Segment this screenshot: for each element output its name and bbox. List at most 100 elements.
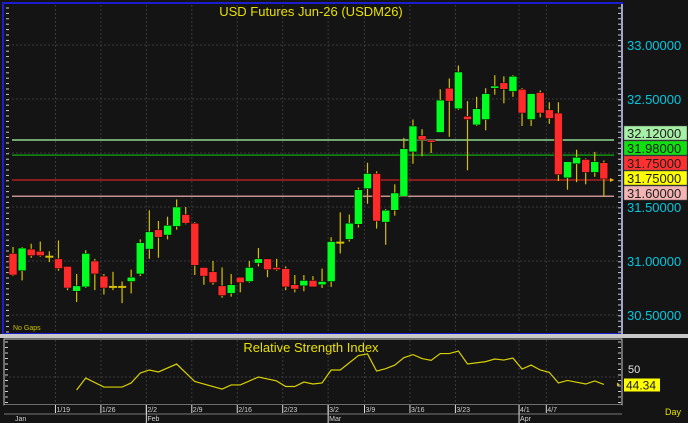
candle [254, 248, 263, 267]
price-label-text: 31.60000 [627, 186, 681, 201]
candle-body [463, 116, 472, 120]
candle-body [299, 280, 309, 287]
candle [581, 158, 590, 185]
candle [181, 207, 190, 225]
candle [199, 267, 209, 285]
date-tick-label: 4/1 [520, 407, 530, 414]
date-axis[interactable]: 1/19 1/26 2/2 2/9 2/16 2/23 3/2 3/9 3/16 3/23 4/1 4… [4, 405, 622, 423]
candle-body [126, 276, 136, 282]
candle [472, 96, 481, 126]
interval-label[interactable]: Day [665, 407, 682, 417]
candle-body [554, 112, 563, 175]
candle-body [199, 267, 209, 277]
candle [226, 273, 236, 297]
candle-body [136, 242, 145, 275]
candle [8, 246, 18, 277]
rsi-value-box [624, 378, 660, 392]
rsi-axis-label: 50 [628, 364, 640, 376]
date-tick-label: 2/9 [193, 407, 203, 414]
candle-body [236, 276, 245, 283]
candle-body [254, 258, 263, 264]
last-price-arrow-icon [610, 178, 614, 182]
candle-body [154, 229, 163, 238]
candle-body [226, 284, 236, 294]
month-label: Feb [147, 416, 159, 423]
date-tick-label: 3/9 [366, 407, 376, 414]
date-tick-label: 2/2 [147, 407, 157, 414]
price-axis[interactable]: 33.00000 32.50000 31.50000 31.00000 30.50000… [618, 4, 688, 334]
panel-divider[interactable] [0, 334, 688, 338]
candle [363, 162, 372, 204]
candle [545, 102, 554, 124]
candle [372, 171, 381, 229]
price-label-text: 31.75000 [627, 156, 681, 171]
candle-body [81, 253, 90, 288]
candle [290, 275, 300, 293]
horizontal-lines [12, 139, 614, 197]
candle [36, 241, 45, 257]
candle-body [390, 192, 400, 211]
month-label: Apr [520, 416, 532, 423]
candle-body [372, 173, 381, 222]
candle-body [572, 157, 581, 165]
candle-body [208, 271, 218, 283]
candle [154, 221, 163, 258]
candle [408, 119, 418, 164]
candle [390, 184, 400, 216]
candle [163, 216, 172, 240]
candle [190, 222, 200, 276]
candle [590, 151, 600, 177]
candle [354, 187, 363, 228]
candle-body [408, 125, 418, 153]
candle [90, 258, 100, 291]
candle [517, 88, 527, 126]
candle [17, 246, 27, 281]
candle [308, 276, 318, 288]
candle-body [90, 260, 100, 275]
candle-body [190, 222, 200, 266]
candle [99, 273, 109, 295]
candle-body [263, 258, 272, 270]
price-label-box [623, 140, 688, 156]
candle [490, 75, 500, 95]
candle [317, 268, 327, 288]
candle-body [490, 85, 500, 89]
candle [563, 161, 572, 190]
price-label-text: 32.12000 [627, 126, 681, 141]
candle [54, 240, 63, 271]
candle-body [26, 248, 36, 256]
candle [118, 281, 127, 304]
candle [72, 273, 81, 303]
candle [263, 258, 272, 278]
candle-body [163, 225, 172, 236]
candle [126, 269, 136, 294]
date-tick-label: 3/2 [329, 407, 339, 414]
candle-body [345, 222, 354, 240]
candle [345, 214, 354, 242]
price-label-box [623, 185, 688, 201]
candle [499, 76, 509, 104]
rsi-line [76, 350, 605, 391]
candle-body [499, 82, 509, 90]
candles [8, 65, 614, 304]
candle [208, 261, 218, 285]
candle [272, 258, 281, 271]
price-label-text: 31.75000 [627, 171, 681, 186]
price-tick-label: 31.50000 [627, 200, 681, 215]
candle-body [545, 109, 554, 119]
candle-body [363, 173, 372, 189]
date-tick-label: 3/23 [456, 407, 470, 414]
candle [236, 276, 245, 293]
chart-title: USD Futures Jun-26 (USDM26) [219, 4, 403, 19]
rsi-title: Relative Strength Index [243, 340, 379, 355]
candle-body [526, 93, 536, 120]
candle-body [381, 209, 390, 223]
candle [535, 90, 545, 118]
candle [336, 212, 345, 254]
date-tick-label: 1/19 [56, 407, 70, 414]
candle [554, 102, 563, 182]
month-label: Jan [15, 416, 26, 423]
price-label-text: 31.98000 [627, 141, 681, 156]
candle-body [581, 159, 590, 173]
candle [26, 243, 36, 258]
